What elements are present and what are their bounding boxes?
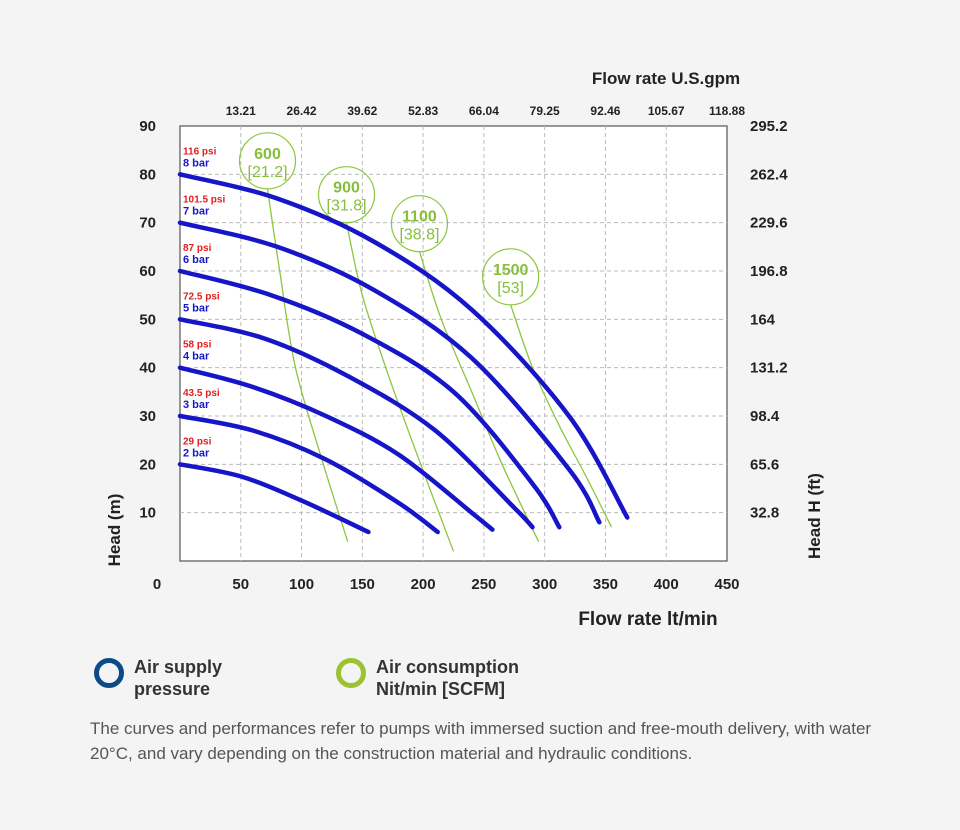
- air-consumption-bubble: [317, 166, 376, 224]
- psi-label: 29 psi: [183, 436, 212, 447]
- psi-label: 58 psi: [183, 340, 212, 351]
- y-tick-label: 90: [139, 118, 156, 135]
- air-consumption-curve: [418, 251, 540, 542]
- x-top-tick-label: 39.62: [347, 104, 377, 118]
- y-right-tick-label: 262.4: [750, 166, 788, 183]
- bar-label: 7 bar: [183, 206, 210, 218]
- psi-label: 101.5 psi: [183, 195, 225, 206]
- y-tick-label: 40: [139, 360, 156, 377]
- bar-label: 8 bar: [183, 157, 210, 169]
- air-consumption-value: 1100: [402, 209, 437, 226]
- air-consumption-bubble: [238, 132, 297, 190]
- bar-label: 6 bar: [183, 254, 210, 266]
- air-consumption-scfm: [53]: [497, 280, 524, 297]
- x-tick-label: 0: [153, 576, 161, 593]
- bar-label: 3 bar: [183, 399, 210, 411]
- x-top-tick-label: 13.21: [226, 104, 256, 118]
- x-tick-label: 400: [654, 576, 679, 593]
- bar-label: 4 bar: [183, 351, 210, 363]
- x-tick-label: 450: [714, 576, 739, 593]
- legend-air-line1: Air consumption: [376, 657, 519, 677]
- psi-label: 43.5 psi: [183, 388, 220, 399]
- pressure-curve: [177, 317, 535, 530]
- bar-label: 5 bar: [183, 302, 210, 314]
- legend-air-line2: Nit/min [SCFM]: [376, 679, 505, 699]
- air-consumption-scfm: [38.8]: [399, 227, 439, 244]
- psi-label: 116 psi: [183, 146, 217, 157]
- air-consumption-value: 900: [333, 180, 360, 197]
- psi-label: 72.5 psi: [183, 291, 220, 302]
- y-tick-label: 60: [139, 263, 156, 280]
- x-tick-label: 300: [532, 576, 557, 593]
- pressure-curve: [177, 413, 440, 535]
- x-top-tick-label: 79.25: [530, 104, 560, 118]
- y-right-tick-label: 65.6: [750, 456, 779, 473]
- x-tick-label: 200: [411, 576, 436, 593]
- psi-label: 87 psi: [183, 243, 212, 254]
- y-tick-label: 50: [139, 311, 156, 328]
- air-consumption-curve: [345, 222, 455, 552]
- blue-ring-icon: [94, 658, 124, 688]
- y-tick-label: 10: [139, 505, 156, 522]
- bar-label: 2 bar: [183, 447, 210, 459]
- y-right-tick-label: 32.8: [750, 505, 779, 522]
- pressure-curve: [177, 268, 562, 530]
- air-consumption-bubble: [482, 248, 540, 306]
- y-axis-title: Head (m): [105, 494, 124, 567]
- y-tick-label: 20: [139, 456, 156, 473]
- x-tick-label: 150: [350, 576, 375, 593]
- air-consumption-scfm: [31.8]: [327, 198, 367, 215]
- y-right-tick-label: 98.4: [750, 408, 780, 425]
- pressure-curve: [177, 172, 630, 520]
- x-top-axis-title: Flow rate U.S.gpm: [592, 69, 740, 88]
- legend-pressure-line2: pressure: [134, 679, 211, 699]
- footnote: The curves and performances refer to pum…: [90, 719, 872, 763]
- pump-performance-chart: 0 50 100 150 200 250 300 350 400 450 13.21 26.42 39.…: [105, 69, 824, 630]
- green-ring-icon: [336, 658, 366, 688]
- x-tick-label: 100: [289, 576, 314, 593]
- x-tick-label: 350: [593, 576, 618, 593]
- y-right-tick-label: 131.2: [750, 360, 788, 377]
- y-tick-label: 80: [139, 166, 156, 183]
- y-right-tick-label: 164: [750, 311, 776, 328]
- y-right-tick-label: 229.6: [750, 215, 788, 232]
- air-consumption-value: 1500: [493, 262, 529, 279]
- x-tick-label: 50: [232, 576, 249, 593]
- y-tick-label: 30: [139, 408, 156, 425]
- air-consumption-bubble: [390, 195, 449, 253]
- x-top-tick-label: 26.42: [287, 104, 317, 118]
- air-consumption-scfm: [21.2]: [248, 164, 288, 181]
- pressure-curve: [177, 365, 495, 532]
- air-consumption-value: 600: [254, 146, 281, 163]
- x-axis-title: Flow rate lt/min: [578, 609, 717, 630]
- y-right-tick-label: 196.8: [750, 263, 788, 280]
- x-top-tick-label: 92.46: [590, 104, 620, 118]
- pressure-curve: [177, 220, 602, 525]
- x-top-tick-label: 52.83: [408, 104, 438, 118]
- x-top-tick-label: 105.67: [648, 104, 685, 118]
- y-right-axis-title: Head H (ft): [805, 473, 824, 559]
- legend-pressure: Air supply pressure: [94, 656, 222, 700]
- legend-air-consumption: Air consumption Nit/min [SCFM]: [336, 656, 519, 700]
- air-consumption-curve: [509, 304, 613, 528]
- legend-pressure-line1: Air supply: [134, 657, 223, 677]
- y-right-tick-label: 295.2: [750, 118, 788, 135]
- pressure-curve: [177, 462, 371, 535]
- y-tick-label: 70: [139, 215, 156, 232]
- x-top-tick-label: 66.04: [469, 104, 499, 118]
- x-top-tick-label: 118.88: [709, 104, 745, 118]
- x-tick-label: 250: [471, 576, 496, 593]
